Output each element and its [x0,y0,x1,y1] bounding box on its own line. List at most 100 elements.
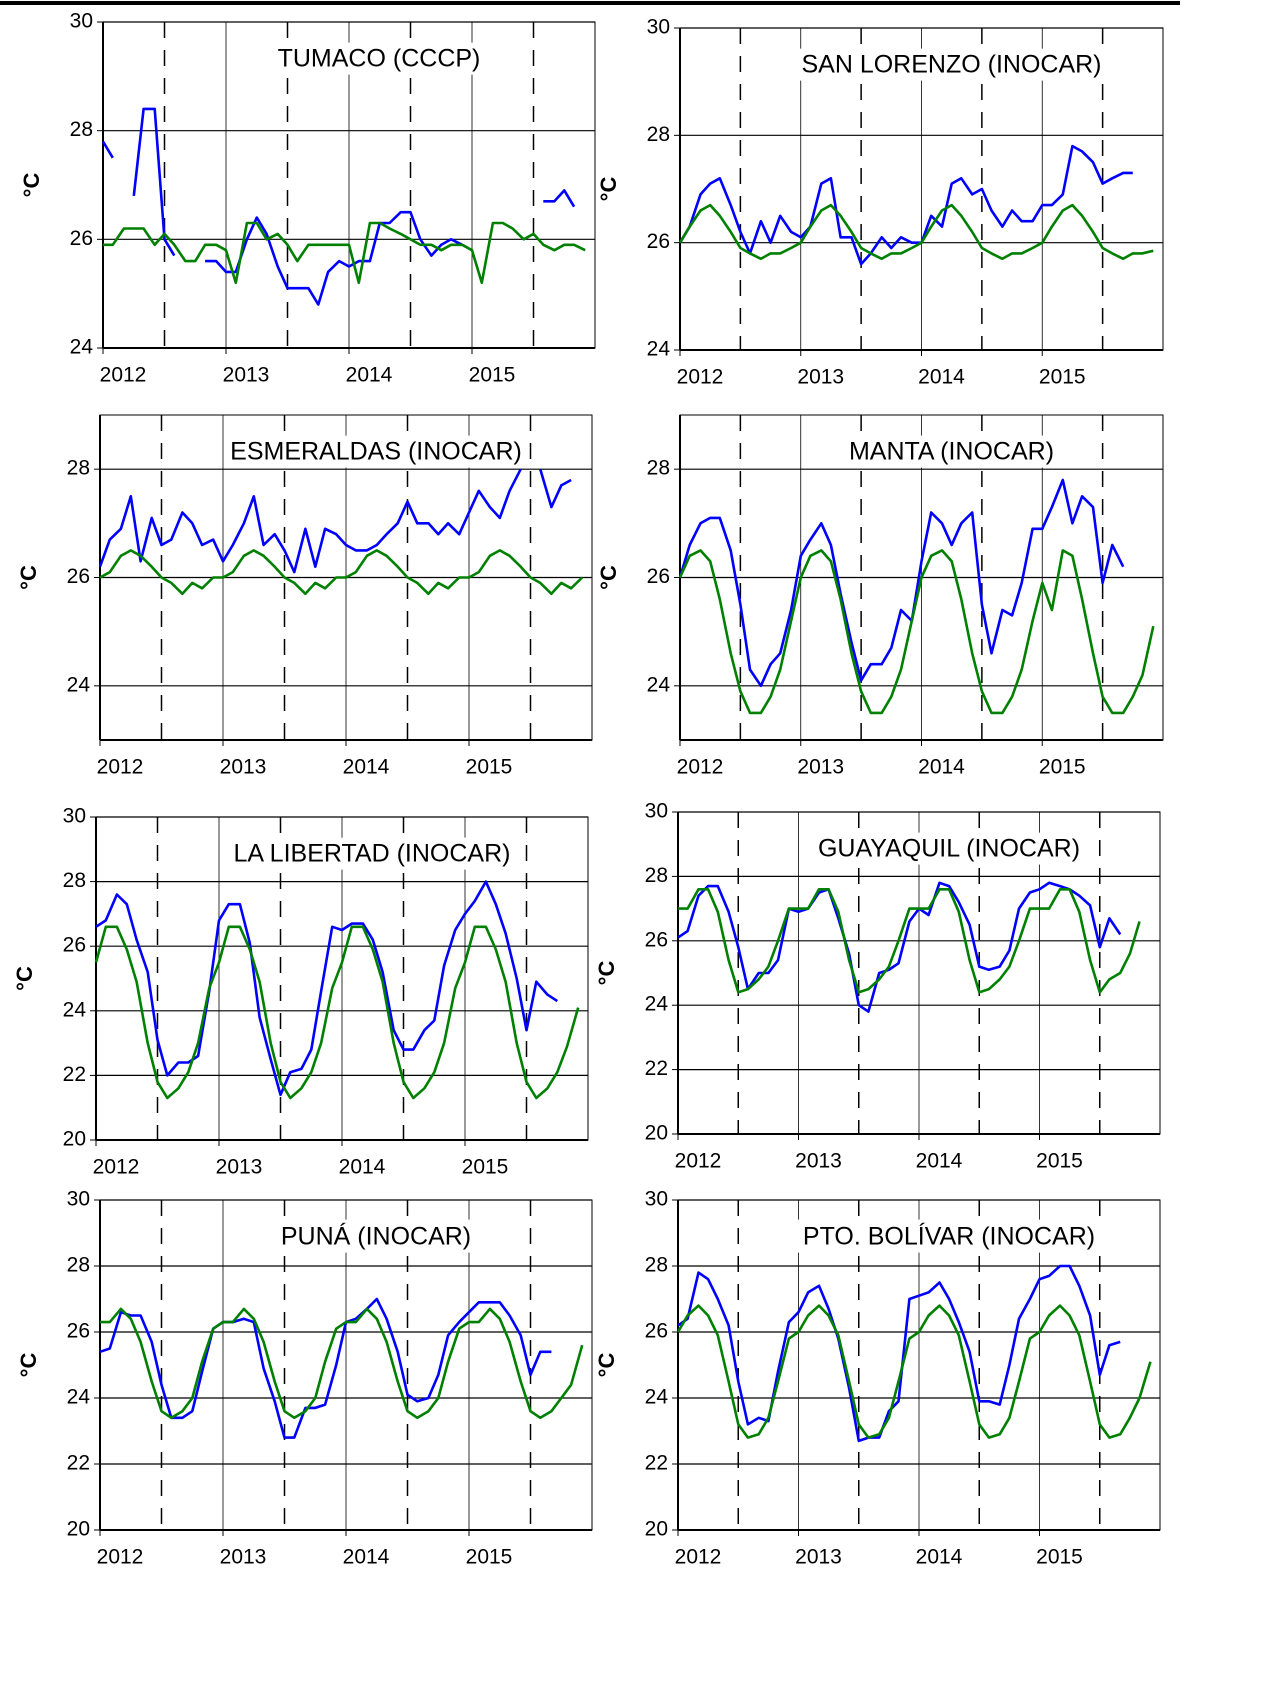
chart-title: SAN LORENZO (INOCAR) [801,51,1101,79]
y-tick-label: 20 [645,1122,668,1145]
y-tick-label: 24 [63,998,87,1021]
series-line [677,1264,1121,1443]
series-line [677,881,1122,1013]
x-tick-label: 2012 [675,1150,722,1173]
series-line [678,203,1154,261]
panel: 24 26 28 30 2012 2013 2014 2015 SAN LORENZO (INO… [596,16,1164,389]
y-axis-label: °C [596,565,621,590]
y-axis-label: °C [16,1353,41,1378]
x-tick-label: 2013 [795,1546,842,1569]
y-axis-label: °C [594,1353,619,1378]
panel: 20 22 24 26 28 30 2012 2013 2014 2015 GUAYAQUIL (I… [594,800,1161,1173]
y-axis-label: °C [596,177,621,202]
y-tick-label: 24 [67,1386,91,1409]
x-tick-label: 2015 [466,756,513,779]
series-line [99,549,584,596]
y-tick-label: 30 [67,1188,90,1211]
chart-title: TUMACO (CCCP) [278,45,481,73]
y-tick-label: 28 [647,123,670,146]
y-tick-label: 24 [67,673,91,696]
series-line [98,468,572,574]
x-tick-label: 2013 [797,366,844,389]
y-tick-label: 28 [67,457,90,480]
panel: 20 22 24 26 28 30 2012 2013 2014 2015 PTO. BOLÍVAR… [594,1188,1161,1569]
y-tick-label: 26 [645,928,668,951]
x-tick-label: 2014 [916,1546,963,1569]
y-tick-label: 20 [67,1518,90,1541]
x-tick-label: 2013 [795,1150,842,1173]
y-tick-label: 24 [70,336,94,359]
series-line [94,925,580,1100]
y-tick-label: 20 [63,1128,86,1151]
y-tick-label: 22 [67,1452,90,1475]
series-line [103,221,586,285]
y-tick-label: 30 [70,10,93,33]
y-tick-label: 28 [63,869,86,892]
chart-title: MANTA (INOCAR) [849,438,1054,466]
y-tick-label: 20 [645,1518,668,1541]
x-tick-label: 2015 [1039,366,1086,389]
x-tick-label: 2015 [1039,756,1086,779]
title-background [796,1219,1102,1253]
y-axis-label: °C [16,565,41,590]
x-tick-label: 2012 [97,1546,144,1569]
x-tick-label: 2015 [1036,1546,1083,1569]
chart-title: PUNÁ (INOCAR) [281,1222,471,1251]
title-background [274,1219,478,1253]
x-tick-label: 2014 [918,756,965,779]
x-tick-label: 2014 [346,364,393,387]
panel: 20 22 24 26 28 30 2012 2013 2014 2015 PUNÁ (INOCAR… [16,1188,593,1569]
series-line [678,144,1133,266]
series-line [678,478,1125,688]
y-tick-label: 26 [67,1320,90,1343]
series-line [95,880,559,1097]
x-tick-label: 2012 [97,756,144,779]
x-tick-label: 2012 [677,366,724,389]
y-tick-label: 24 [647,338,671,361]
y-tick-label: 26 [67,565,90,588]
x-tick-label: 2013 [220,1546,267,1569]
series-line [99,1297,552,1439]
x-tick-label: 2015 [462,1156,509,1179]
y-tick-label: 22 [645,1057,668,1080]
chart-title: LA LIBERTAD (INOCAR) [234,840,511,868]
chart-title: ESMERALDAS (INOCAR) [230,438,522,466]
x-tick-label: 2014 [918,366,965,389]
y-tick-label: 26 [645,1320,668,1343]
y-tick-label: 28 [645,864,668,887]
y-axis-label: °C [12,966,37,991]
y-tick-label: 30 [645,800,668,823]
y-tick-label: 28 [647,457,670,480]
series-line [676,1304,1152,1439]
x-tick-label: 2015 [466,1546,513,1569]
x-tick-label: 2012 [677,756,724,779]
x-tick-label: 2014 [343,1546,390,1569]
panel: 24 26 28 2012 2013 2014 2015 ESMERALDAS (INOCAR… [16,414,593,779]
x-tick-label: 2015 [469,364,516,387]
y-axis-label: °C [594,961,619,986]
series-line [100,1307,584,1420]
title-background [227,837,517,870]
y-tick-label: 26 [647,565,670,588]
y-tick-label: 30 [645,1188,668,1211]
series-line [101,107,576,306]
panel: 24 26 28 2012 2013 2014 2015 MANTA (INOCAR) °C [596,414,1164,779]
y-tick-label: 24 [645,993,669,1016]
title-background [842,435,1061,468]
y-tick-label: 22 [63,1063,86,1086]
x-tick-label: 2014 [343,756,390,779]
title-background [811,832,1087,865]
y-tick-label: 22 [645,1452,668,1475]
series-line [678,549,1155,715]
x-tick-label: 2015 [1036,1150,1083,1173]
y-tick-label: 28 [70,118,93,141]
x-tick-label: 2012 [675,1546,722,1569]
y-tick-label: 28 [645,1254,668,1277]
y-tick-label: 30 [63,805,86,828]
y-tick-label: 26 [63,934,86,957]
y-tick-label: 24 [647,673,671,696]
chart-title: GUAYAQUIL (INOCAR) [818,835,1080,863]
panel: 24 26 28 30 2012 2013 2014 2015 TUMACO (CCCP) °C [19,10,596,387]
x-tick-label: 2014 [339,1156,386,1179]
